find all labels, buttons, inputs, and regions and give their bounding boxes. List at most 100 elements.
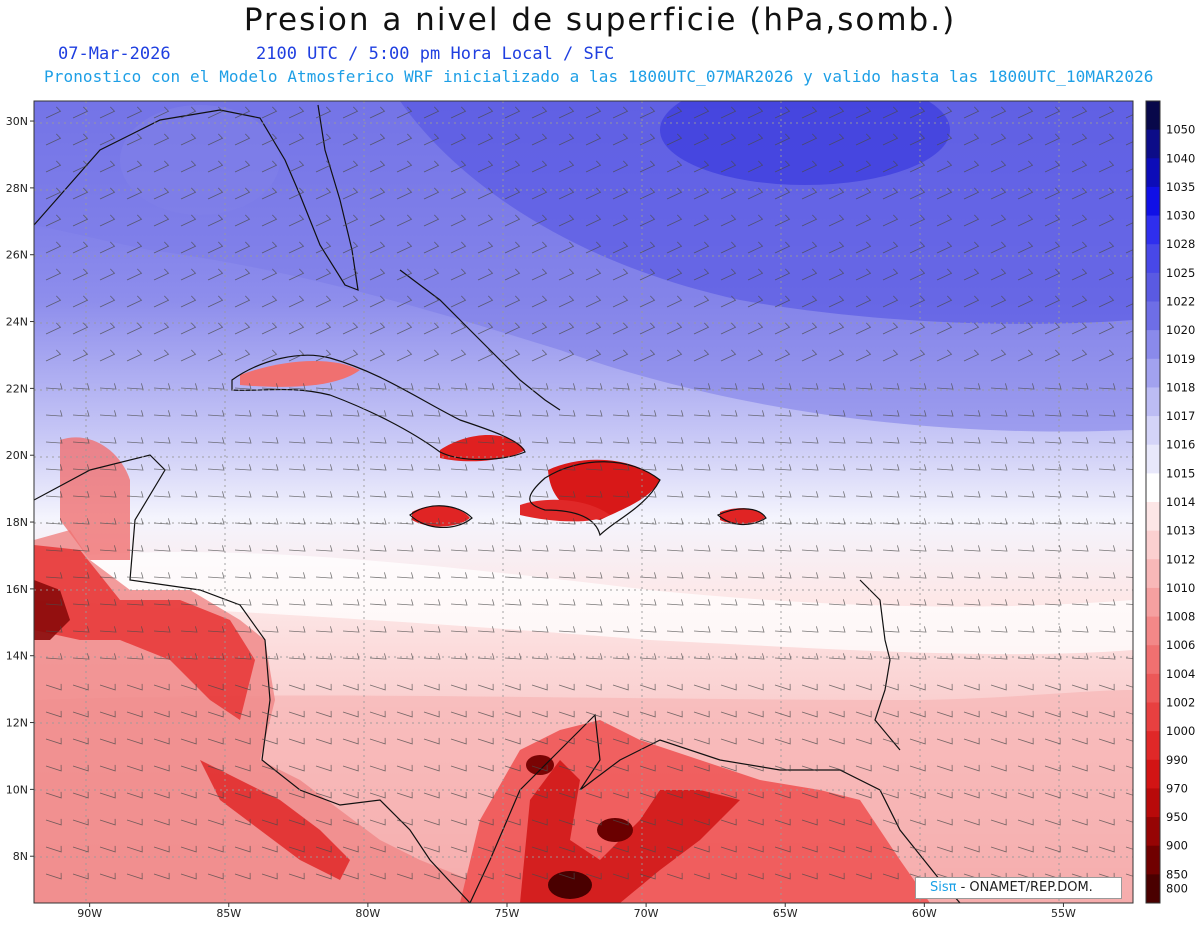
wind-barb [45, 322, 62, 335]
wind-barb [1017, 133, 1034, 146]
colorbar-swatch-900 [1146, 817, 1160, 847]
wind-barb [774, 683, 791, 691]
colorbar-swatch-950 [1146, 788, 1160, 818]
wind-barb [315, 572, 333, 579]
wind-barb [936, 710, 953, 718]
wind-barb [693, 133, 710, 146]
colorbar-label-1010: 1010 [1166, 581, 1195, 595]
colorbar-swatch-1020 [1146, 301, 1160, 331]
wind-barb [450, 626, 468, 633]
wind-barb [747, 764, 764, 772]
wind-barb [828, 626, 846, 633]
wind-barb [234, 518, 252, 525]
wind-barb [261, 872, 278, 880]
lat-label-18N: 18N [6, 516, 28, 529]
wind-barb [1017, 599, 1035, 606]
wind-barb [720, 653, 738, 660]
wind-barb [450, 872, 467, 880]
wind-barb [288, 545, 306, 552]
wind-barb [585, 322, 602, 335]
wind-barb [1098, 464, 1116, 471]
wind-barb [261, 410, 279, 417]
wind-barb [126, 295, 143, 308]
wind-barb [288, 437, 306, 444]
wind-barb [1125, 387, 1133, 389]
wind-barb [342, 764, 359, 772]
wind-barb [153, 683, 170, 691]
wind-barb [801, 464, 819, 471]
wind-barb [558, 545, 576, 552]
wind-barb [639, 268, 656, 281]
wind-barb [153, 626, 171, 633]
wind-barb [612, 653, 630, 660]
wind-barb [774, 764, 791, 772]
wind-barb [585, 737, 602, 745]
wind-barb [342, 133, 359, 146]
wind-barb [288, 241, 305, 254]
wind-barb [990, 683, 1007, 691]
wind-barb [612, 268, 629, 281]
wind-barb [315, 214, 332, 227]
wind-barb [396, 737, 413, 745]
wind-barb [369, 295, 386, 308]
wind-barb [450, 106, 467, 119]
wind-barb [477, 626, 495, 633]
wind-barb [936, 572, 954, 579]
wind-barb [963, 791, 980, 799]
wind-barb [882, 241, 899, 254]
wind-barb [990, 491, 1008, 498]
wind-barb [342, 322, 359, 335]
wind-barb [126, 268, 143, 281]
wind-barb [747, 214, 764, 227]
wind-barb [342, 710, 359, 718]
wind-barb [936, 464, 954, 471]
wind-barb [99, 349, 116, 362]
wind-barb [963, 845, 980, 853]
wind-barb [693, 626, 711, 633]
wind-barb [963, 160, 980, 173]
wind-barb [882, 626, 900, 633]
wind-barb [936, 518, 954, 525]
wind-barb [369, 491, 387, 498]
wind-barb [1098, 764, 1115, 772]
wind-barb [45, 599, 63, 606]
wind-barb [882, 437, 900, 444]
wind-barb [234, 383, 252, 390]
wind-barb [369, 133, 386, 146]
wind-barb [369, 872, 386, 880]
wind-barb [612, 764, 629, 772]
wind-barb [801, 187, 818, 200]
wind-barb [828, 106, 845, 119]
wind-barb [1017, 410, 1035, 417]
wind-barb [801, 160, 818, 173]
wind-barb [450, 491, 468, 498]
wind-barb [882, 464, 900, 471]
wind-barb [477, 187, 494, 200]
wind-barb [1071, 187, 1088, 200]
wind-barb [720, 683, 737, 691]
wind-barb [774, 626, 792, 633]
wind-barb [774, 464, 792, 471]
wind-barb [1098, 383, 1116, 390]
wind-barb [450, 349, 467, 362]
wind-barb [396, 187, 413, 200]
wind-barb [1071, 464, 1089, 471]
wind-barb [450, 737, 467, 745]
wind-barb [315, 410, 333, 417]
colorbar-swatch-850 [1146, 845, 1160, 875]
wind-barb [855, 764, 872, 772]
wind-barb [639, 737, 656, 745]
wind-barb [1044, 383, 1062, 390]
wind-barb [558, 764, 575, 772]
wind-barb [720, 349, 737, 362]
wind-barb [612, 383, 630, 390]
wind-barb [396, 791, 413, 799]
wind-barb [369, 710, 386, 718]
wind-barb [72, 764, 89, 772]
wind-barb [1044, 626, 1062, 633]
wind-barb [585, 845, 602, 853]
wind-barb [72, 106, 89, 119]
wind-barb [423, 383, 441, 390]
wind-barb [801, 322, 818, 335]
wind-barb [882, 545, 900, 552]
